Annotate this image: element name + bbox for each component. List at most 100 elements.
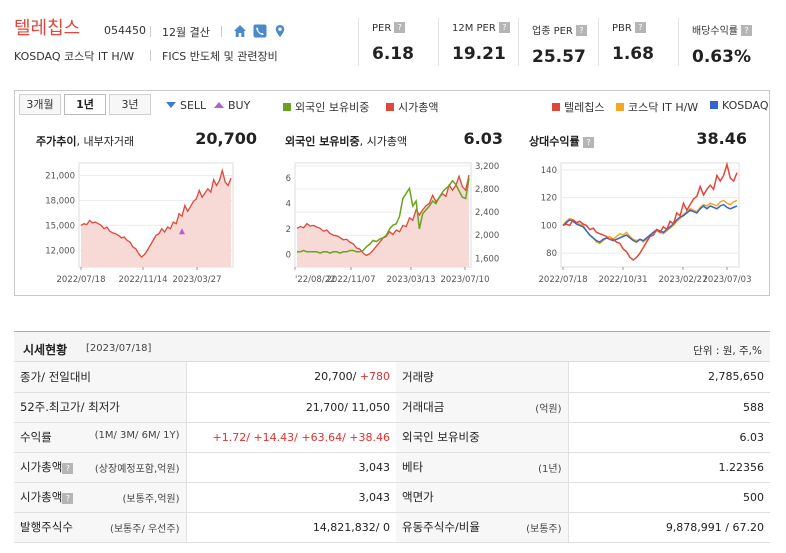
x-tick-label: 2023/03/27	[173, 275, 222, 285]
row-key-left: 시가총액? (보통주,억원)	[14, 482, 187, 513]
metric-label: 12M PER	[452, 23, 496, 34]
key-sub: (상장예정포함,억원)	[94, 464, 180, 475]
stock-code: 054450	[104, 24, 146, 37]
key-label: 시가총액	[20, 490, 63, 504]
section-header: 시세현황 [2023/07/18] 단위 : 원, 주,%	[14, 331, 770, 362]
row-key-left: 발행주식수 (보통주/ 우선주)	[14, 512, 187, 543]
divider	[438, 18, 439, 66]
metric-12m-per: 12M PER? 19.21	[452, 22, 510, 64]
row-value-right: 2,785,650	[568, 362, 770, 393]
series-line-0	[562, 161, 738, 262]
value-text: 2,785,650	[708, 370, 764, 384]
divider	[221, 26, 222, 37]
legend-swatch	[552, 103, 560, 111]
key-label: 외국인 보유비중	[402, 430, 480, 444]
metric-per: PER? 6.18	[372, 22, 414, 64]
unit-label: 단위 : 원, 주,%	[693, 345, 762, 357]
tab-3m[interactable]: 3개월	[19, 94, 61, 115]
table-row: 수익률 (1M/ 3M/ 6M/ 1Y) +1.72/ +14.43/ +63.64…	[14, 422, 770, 453]
x-tick-label: 2023/02/27	[659, 275, 708, 285]
legend-kosdaq-it-hw: 코스닥 IT H/W	[616, 99, 698, 115]
y-tick-label: 18,000	[45, 196, 75, 206]
legend-label: 텔레칩스	[564, 101, 605, 114]
company-name[interactable]: 텔레칩스	[14, 18, 81, 39]
tab-1y[interactable]: 1년	[64, 94, 106, 115]
table-row: 52주.최고가/ 최저가 21,700/ 11,050 거래대금 (억원) 588	[14, 392, 770, 423]
home-icon[interactable]	[233, 24, 247, 38]
help-icon[interactable]: ?	[634, 22, 646, 33]
panel-title-relative: 상대수익률 ?	[529, 133, 595, 149]
section-title: 시세현황	[23, 343, 68, 357]
y-tick-label: 12,000	[45, 246, 75, 256]
legend-foreign-ratio: 외국인 보유비중	[283, 99, 369, 115]
help-icon[interactable]: ?	[498, 22, 510, 33]
legend-sell: SELL	[166, 99, 206, 112]
tab-3y[interactable]: 3년	[109, 94, 151, 115]
panel-title-rest: , 내부자거래	[76, 135, 135, 148]
key-label: 거래량	[402, 369, 434, 384]
table-row: 시가총액? (보통주,억원) 3,043 액면가 500	[14, 482, 770, 513]
location-pin-icon[interactable]	[273, 24, 287, 38]
panel-value-foreign: 6.03	[463, 129, 503, 148]
y-left-tick-label: 0	[286, 250, 291, 260]
row-key-right: 유동주식수/비율 (보통주)	[396, 512, 569, 543]
settlement-month: 12월 결산	[162, 26, 210, 39]
section-date: [2023/07/18]	[86, 343, 152, 354]
value-text: 21,700/ 11,050	[305, 400, 390, 414]
market-status-table: 종가/ 전일대비 20,700/ +780 거래량 2,785,650 52주.최고가/…	[14, 362, 770, 543]
help-icon[interactable]: ?	[583, 137, 595, 148]
row-key-right: 베타 (1년)	[396, 452, 569, 483]
y-right-tick-label: 2,000	[475, 231, 499, 241]
x-tick-label: 2022/07/18	[57, 275, 106, 285]
plot-area	[560, 162, 740, 268]
y-tick-label: 100	[541, 221, 557, 231]
key-sub: (보통주)	[526, 524, 562, 535]
legend-label: SELL	[180, 99, 207, 112]
panel-title-bold: 상대수익률	[529, 135, 580, 148]
key-label: 발행주식수	[20, 520, 73, 534]
key-label: 수익률	[20, 430, 52, 444]
key-label: 시가총액	[20, 460, 63, 474]
foreign-ownership-chart[interactable]: 3,2002,8002,4002,0001,6006420'22/08/2220…	[281, 155, 511, 287]
y-tick-label: 80	[546, 249, 557, 259]
help-icon[interactable]: ?	[394, 22, 406, 33]
phone-icon[interactable]	[253, 24, 267, 38]
key-label: 유동주식수/비율	[402, 520, 480, 534]
fics-sector: FICS 반도체 및 관련장비	[162, 50, 278, 63]
key-label: 거래대금	[402, 400, 445, 414]
row-value-right: 500	[568, 482, 770, 513]
price-trend-chart[interactable]: 21,000 18,000 15,000 12,000 2022/07/18 2022/1…	[33, 155, 263, 287]
help-icon[interactable]: ?	[575, 25, 587, 36]
row-value-left: +1.72/ +14.43/ +63.64/ +38.46	[186, 422, 396, 453]
value-text: 3,043	[358, 460, 391, 474]
row-key-left: 시가총액? (상장예정포함,억원)	[14, 452, 187, 483]
y-right-tick-label: 2,800	[475, 185, 499, 195]
key-label: 52주.최고가/ 최저가	[20, 400, 120, 414]
down-triangle-icon	[166, 102, 176, 108]
legend-telechips: 텔레칩스	[552, 99, 604, 115]
legend-swatch	[616, 103, 624, 111]
up-triangle-icon	[214, 102, 224, 108]
value-text: 6.03	[739, 430, 765, 444]
row-key-left: 종가/ 전일대비	[14, 362, 187, 393]
row-value-right: 6.03	[568, 422, 770, 453]
key-sub: (보통주/ 우선주)	[109, 524, 180, 535]
help-icon[interactable]: ?	[62, 493, 74, 504]
legend-swatch	[710, 101, 718, 109]
y-right-tick-label: 3,200	[475, 162, 499, 172]
divider	[518, 18, 519, 66]
help-icon[interactable]: ?	[62, 463, 74, 474]
metric-pbr: PBR? 1.68	[612, 22, 654, 64]
panel-value-relative: 38.46	[696, 129, 747, 148]
row-value-right: 588	[568, 392, 770, 423]
key-label: 종가/ 전일대비	[20, 369, 92, 384]
key-label: 베타	[402, 460, 424, 474]
help-icon[interactable]: ?	[741, 25, 752, 36]
y-tick-label: 120	[541, 194, 557, 204]
row-value-left: 21,700/ 11,050	[186, 392, 396, 423]
legend-buy: BUY	[214, 99, 250, 112]
relative-return-chart[interactable]: 140 120 100 80 2022/07/18 2022/10/31 2023/02/2…	[525, 155, 757, 287]
divider	[678, 18, 679, 66]
value-text: 3,043	[358, 490, 391, 504]
legend-label: 코스닥 IT H/W	[628, 101, 699, 114]
